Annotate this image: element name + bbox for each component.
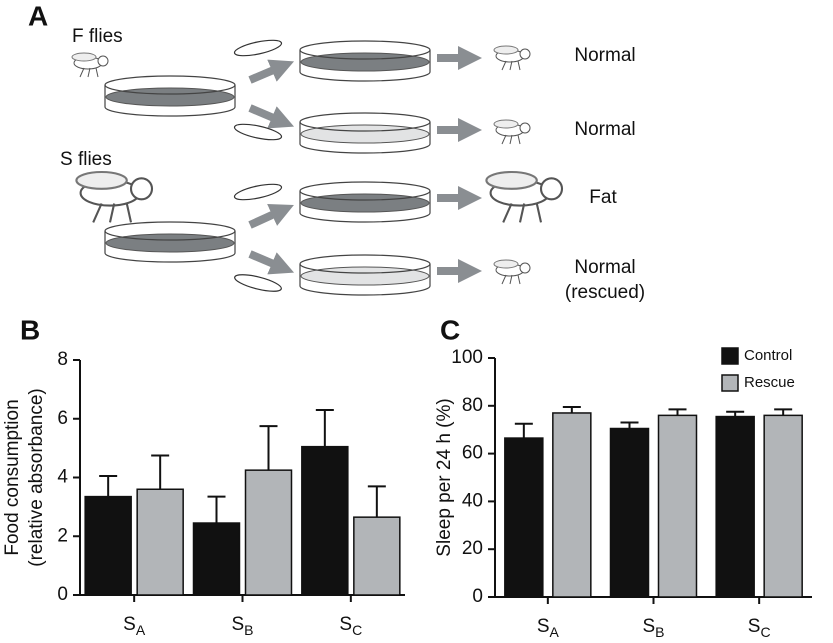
bar [84,495,132,596]
panel-label: B [20,314,40,345]
y-tick-label: 4 [57,467,68,488]
fly [493,119,531,145]
y-tick-label: 20 [462,538,483,559]
fly-head [129,177,154,201]
bar [552,412,592,598]
fly-legs [502,203,543,223]
fly-head [519,48,531,60]
legend-swatch [721,347,739,365]
legend-swatch [721,374,739,392]
fly-wing [493,45,519,55]
dish-rim [104,75,236,95]
fly-legs [501,134,521,145]
y-tick-label: 0 [472,586,483,607]
fly-wing [493,119,519,129]
x-tick-label: SC [748,616,771,640]
panel-label: C [440,314,460,345]
x-tick-label: SB [231,614,253,638]
fly-wing [71,52,97,62]
dish-food [300,124,430,144]
fly-legs [501,274,521,285]
y-tick-label: 6 [57,408,68,429]
dish-food [300,266,430,286]
larva [233,39,283,57]
outcome: Normal [574,257,635,278]
larva [234,274,282,292]
larva [233,183,283,201]
legend-label: Rescue [744,374,795,391]
dish-rim [299,112,431,132]
fly-head [519,122,531,134]
dish-rim [299,254,431,274]
fly-head [97,55,109,67]
y-tick-label: 8 [57,349,68,370]
diagram [71,39,564,296]
fly-legs [92,203,133,223]
bar [657,414,698,598]
dish-food [300,52,430,72]
x-tick-label: SB [642,616,664,640]
arrows [248,46,482,283]
fly-legs [501,60,521,71]
fly [493,259,531,285]
outcome: Normal [574,119,635,140]
bar [763,414,803,598]
y-tick-label: 2 [57,525,68,546]
fly-head [539,177,564,201]
y-axis-label: (relative absorbance) [26,388,47,566]
bar [715,415,755,598]
fly-wing [485,170,538,190]
y-axis-label: Sleep per 24 h (%) [434,398,455,556]
fly [485,170,564,223]
fly [71,52,109,78]
bar [353,516,401,596]
dish-food [105,87,235,107]
panel-label: A [28,0,48,31]
dish-food [300,193,430,213]
y-tick-label: 0 [57,584,68,605]
x-tick-label: SA [123,614,146,638]
dish-food [105,233,235,253]
fly [493,45,531,71]
bar [136,488,184,596]
y-axis-label: Food consumption [2,399,23,555]
fly-head [519,262,531,274]
y-tick-label: 100 [451,347,483,368]
x-tick-label: SC [339,614,362,638]
bar [192,522,241,596]
group-label: F flies [72,26,123,47]
y-tick-label: 80 [462,395,483,416]
y-tick-label: 40 [462,490,483,511]
dish-rim [299,40,431,60]
outcome: (rescued) [565,282,645,303]
outcome: Normal [574,45,635,66]
y-tick-label: 60 [462,443,483,464]
bar [504,437,544,598]
dish-rim [299,181,431,201]
fly-wing [75,170,128,190]
x-tick-label: SA [537,616,560,640]
larva [233,123,283,141]
bar [244,469,293,596]
fly [75,170,154,223]
outcome: Fat [589,187,617,208]
legend-label: Control [744,347,792,364]
fly-legs [79,67,99,78]
bar [609,427,650,598]
dish-rim [104,221,236,241]
fly-wing [493,259,519,269]
group-label: S flies [60,149,112,170]
bar [301,445,349,596]
